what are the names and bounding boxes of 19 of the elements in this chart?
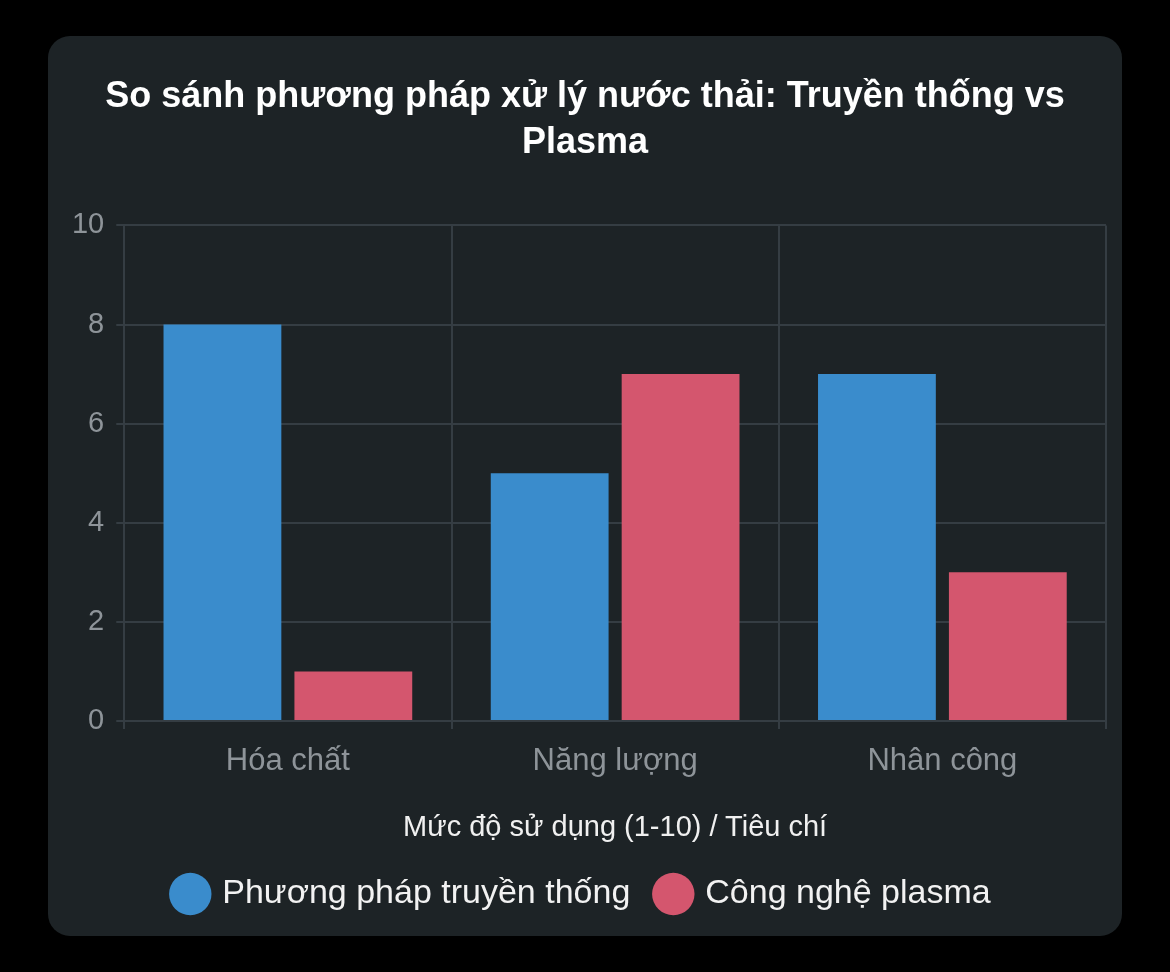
bar <box>490 473 609 720</box>
y-tick-label: 6 <box>88 405 105 438</box>
y-tick-label: 10 <box>71 207 105 240</box>
bar <box>163 324 282 720</box>
y-tick-label: 0 <box>88 703 105 735</box>
bar <box>948 572 1067 720</box>
chart-title: So sánh phương pháp xử lý nước thải: Truyền thống vs Plasma <box>104 73 1066 163</box>
bar <box>818 374 936 720</box>
bar <box>621 374 740 720</box>
y-tick-label: 4 <box>88 504 105 537</box>
x-tick-label: Hóa chất <box>225 742 351 778</box>
x-tick-label: Năng lượng <box>532 742 698 778</box>
y-tick-label: 8 <box>88 306 105 339</box>
x-tick-label: Nhân công <box>867 742 1018 778</box>
x-axis-title: Mức độ sử dụng (1-10) / Tiêu chí <box>403 809 828 842</box>
legend-label: Công nghệ plasma <box>705 872 991 911</box>
y-tick-label: 2 <box>88 603 105 636</box>
legend-label: Phương pháp truyền thống <box>222 872 631 911</box>
bar <box>294 671 413 720</box>
